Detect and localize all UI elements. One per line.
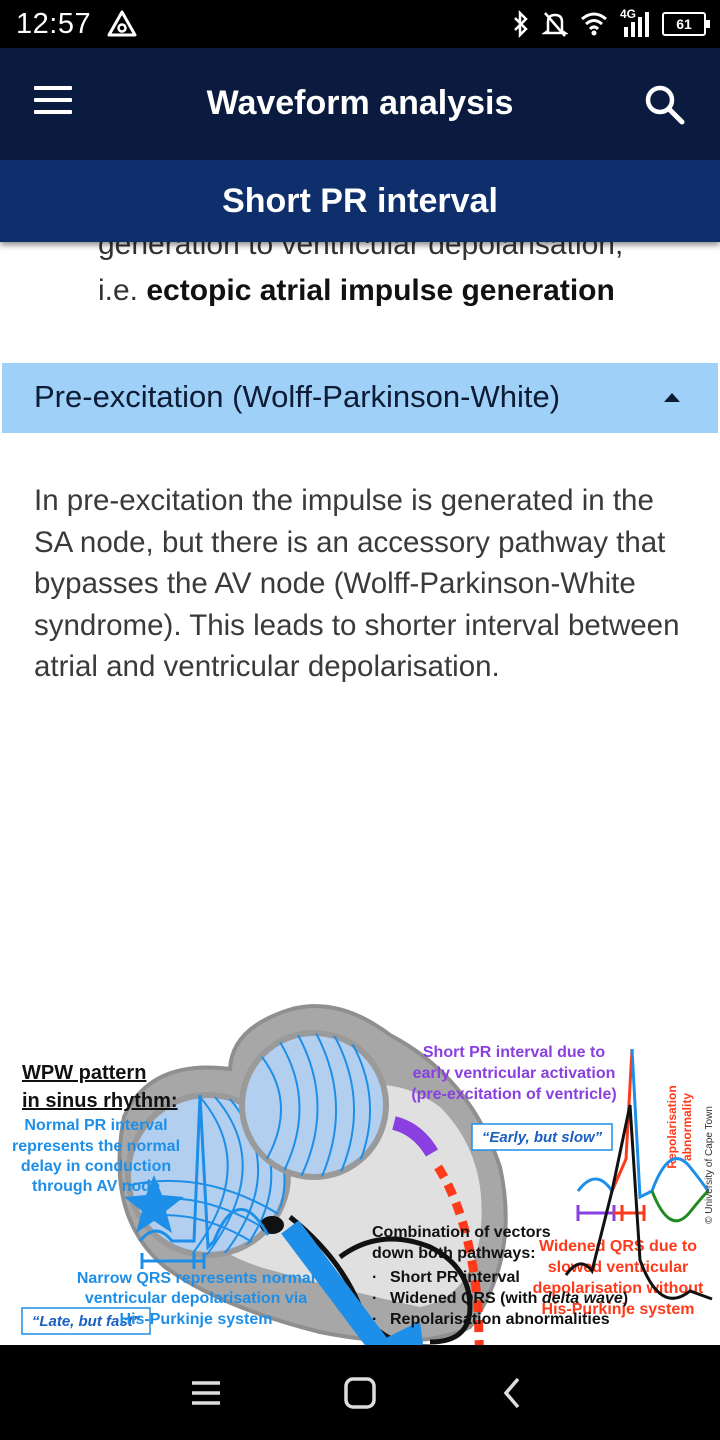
alert-triangle-icon [107,10,137,37]
network-label: 4G [620,7,637,21]
narrow-line3: His-Purkinje system [120,1311,273,1328]
app-bar: Waveform analysis [0,48,720,160]
partial-paragraph: generation to ventricular depolarisation… [98,242,698,314]
narrow-line2: ventricular depolarisation via [85,1290,307,1307]
copyright: © University of Cape Town [704,1106,715,1224]
accordion-header-pre-excitation[interactable]: Pre-excitation (Wolff-Parkinson-White) [2,363,718,433]
figure-title-line1: WPW pattern [22,1062,146,1084]
heart-illustration [117,1004,508,1345]
bullet-2-suffix: ) [623,1290,628,1307]
bullet-3: Repolarisation abnormalities [390,1311,610,1328]
combo-line2: down both pathways: [372,1245,536,1262]
partial-line-2-bold: ectopic atrial impulse generation [146,274,615,307]
normal-ecg-trace [138,1095,270,1269]
short-pr-line1: Short PR interval due to [423,1044,605,1061]
status-bar: 12:57 4G 61 [0,0,720,48]
repol-line1: Repolarisation [665,1085,679,1168]
normal-pr-line2: represents the normal [12,1138,180,1155]
system-nav-bar [0,1345,720,1440]
partial-line-2-prefix: i.e. [98,274,147,307]
accessory-pathway [392,1116,439,1157]
section-title: Short PR interval [222,182,498,220]
widened-line1: Widened QRS due to [539,1238,697,1255]
svg-text:·: · [372,1311,377,1328]
bluetooth-icon [514,9,528,39]
sa-node-star [124,1175,184,1233]
repol-line2: abnormality [680,1093,694,1161]
section-header: Short PR interval [0,160,720,242]
combined-ecg-trace [564,1104,713,1301]
mute-bell-icon [542,12,568,37]
normal-pr-line1: Normal PR interval [24,1117,167,1134]
home-icon[interactable] [340,1373,380,1413]
wpw-diagram: WPW pattern in sinus rhythm: Short PR in… [21,1004,710,1345]
status-time: 12:57 [16,8,92,40]
recent-apps-icon[interactable] [186,1373,226,1413]
short-pr-line2: early ventricular activation [413,1065,616,1082]
short-pr-line3: (pre-excitation of ventricle) [411,1086,616,1103]
bullet-1: Short PR interval [390,1269,520,1286]
svg-text:·: · [372,1269,377,1286]
bullet-2-italic: delta wave [542,1290,623,1307]
left-atrium [239,1030,389,1180]
narrow-line1: Narrow QRS represents normal [77,1270,315,1287]
early-slow-label: “Early, but slow” [482,1129,603,1146]
svg-text:·: · [372,1290,377,1307]
partial-line-2: i.e. ectopic atrial impulse generation [98,268,698,314]
search-icon[interactable] [642,82,688,128]
signal-icon: 4G [620,7,650,39]
bullet-2-prefix: Widened QRS (with [390,1290,542,1307]
combo-line1: Combination of vectors [372,1224,551,1241]
back-icon[interactable] [494,1373,534,1413]
hamburger-menu-icon[interactable] [34,86,78,122]
app-title: Waveform analysis [206,84,514,122]
partial-line-1: generation to ventricular depolarisation… [98,242,624,261]
paragraph-pre-excitation: In pre-excitation the impulse is generat… [34,484,680,683]
content-scroll-area[interactable]: generation to ventricular depolarisation… [0,242,720,1345]
battery-icon: 61 [662,12,710,36]
wpw-diagram-lower: Normal PR interval represents the normal… [12,1095,715,1328]
caret-up-icon[interactable] [664,393,680,402]
normal-pr-line4: through AV node [32,1178,160,1195]
normal-pr-line3: delay in conduction [21,1158,171,1175]
widened-line4: His-Purkinje system [542,1301,695,1318]
accordion-title: Pre-excitation (Wolff-Parkinson-White) [34,379,561,414]
figure-title-line2: in sinus rhythm: [22,1090,178,1112]
accessory-pathway-arrow [434,1164,484,1345]
bullet-2: Widened QRS (with delta wave) [390,1290,628,1307]
wifi-icon [581,12,607,36]
late-fast-label: “Late, but fast” [32,1313,141,1330]
wpw-ecg-trace [576,1048,710,1223]
normal-pathway-arrow [281,1220,389,1345]
